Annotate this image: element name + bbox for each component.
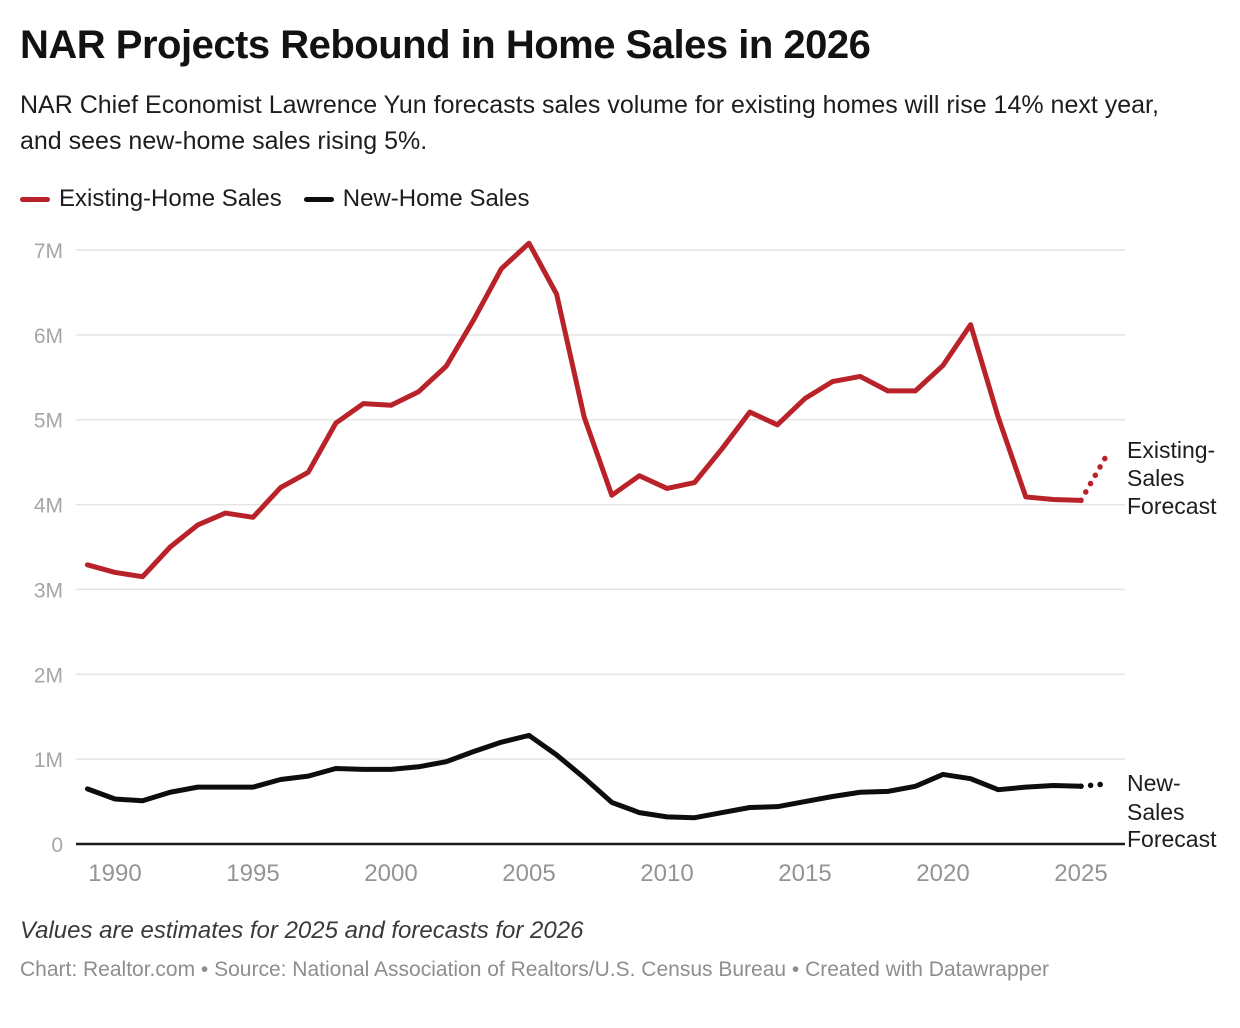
existing-home-sales-line bbox=[84, 240, 1084, 580]
x-axis-tick-label: 2020 bbox=[916, 860, 969, 887]
y-axis-tick-label: 0 bbox=[51, 834, 63, 857]
x-axis-tick-label: 2000 bbox=[364, 860, 417, 887]
new-sales-forecast-dotted-line bbox=[1078, 781, 1112, 790]
credit-line: Chart: Realtor.com • Source: National As… bbox=[20, 958, 1050, 981]
existing-sales-forecast-dotted-line bbox=[1078, 449, 1112, 504]
footnote: Values are estimates for 2025 and foreca… bbox=[20, 917, 584, 944]
existing-forecast-annotation: Existing- Sales Forecast bbox=[1127, 437, 1220, 519]
chart-card: NAR Projects Rebound in Home Sales in 20… bbox=[0, 22, 1240, 982]
y-axis-tick-label: 5M bbox=[34, 410, 63, 433]
page-title: NAR Projects Rebound in Home Sales in 20… bbox=[20, 23, 871, 67]
x-axis-tick-label: 2025 bbox=[1054, 860, 1107, 887]
y-axis-tick-label: 2M bbox=[34, 664, 63, 687]
y-axis-tick-label: 7M bbox=[34, 240, 63, 263]
new-forecast-annotation: New- Sales Forecast bbox=[1127, 770, 1217, 852]
x-axis-tick-label: 1990 bbox=[88, 860, 141, 887]
x-axis-tick-label: 2010 bbox=[640, 860, 693, 887]
legend-item-existing: Existing-Home Sales bbox=[20, 185, 282, 213]
new-home-sales-line bbox=[84, 732, 1084, 821]
y-axis-tick-label: 4M bbox=[34, 495, 63, 518]
x-axis-tick-label: 2015 bbox=[778, 860, 831, 887]
legend-label-existing: Existing-Home Sales bbox=[59, 185, 282, 212]
chart-subtitle: NAR Chief Economist Lawrence Yun forecas… bbox=[20, 91, 1159, 155]
y-axis-tick-label: 6M bbox=[34, 325, 63, 348]
legend-item-new: New-Home Sales bbox=[303, 185, 530, 213]
y-axis-tick-label: 1M bbox=[34, 749, 63, 772]
line-chart: 0 1M 2M 3M 4M 5M 6M 7M 1990 1995 2000 2005 2010 2015 2… bbox=[34, 240, 1220, 887]
plot-area: 0 1M 2M 3M 4M 5M 6M 7M 1990 1995 2000 2005 2010 2015 2… bbox=[34, 240, 1125, 887]
y-axis-tick-label: 3M bbox=[34, 579, 63, 602]
existing-line-swatch bbox=[20, 196, 50, 202]
legend: Existing-Home Sales New-Home Sales bbox=[20, 185, 1220, 213]
x-axis-tick-label: 2005 bbox=[502, 860, 555, 887]
new-line-swatch bbox=[303, 196, 334, 202]
x-axis-tick-label: 1995 bbox=[226, 860, 279, 887]
legend-label-new: New-Home Sales bbox=[342, 185, 530, 212]
